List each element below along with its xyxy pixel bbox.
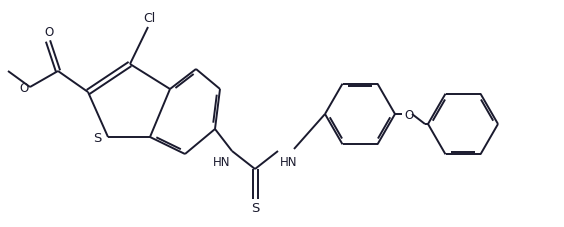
Text: O: O [404, 108, 413, 121]
Text: O: O [45, 26, 54, 39]
Text: Cl: Cl [143, 12, 155, 25]
Text: O: O [20, 81, 29, 94]
Text: HN: HN [280, 155, 297, 168]
Text: HN: HN [213, 155, 230, 168]
Text: S: S [92, 131, 101, 144]
Text: S: S [251, 201, 259, 214]
